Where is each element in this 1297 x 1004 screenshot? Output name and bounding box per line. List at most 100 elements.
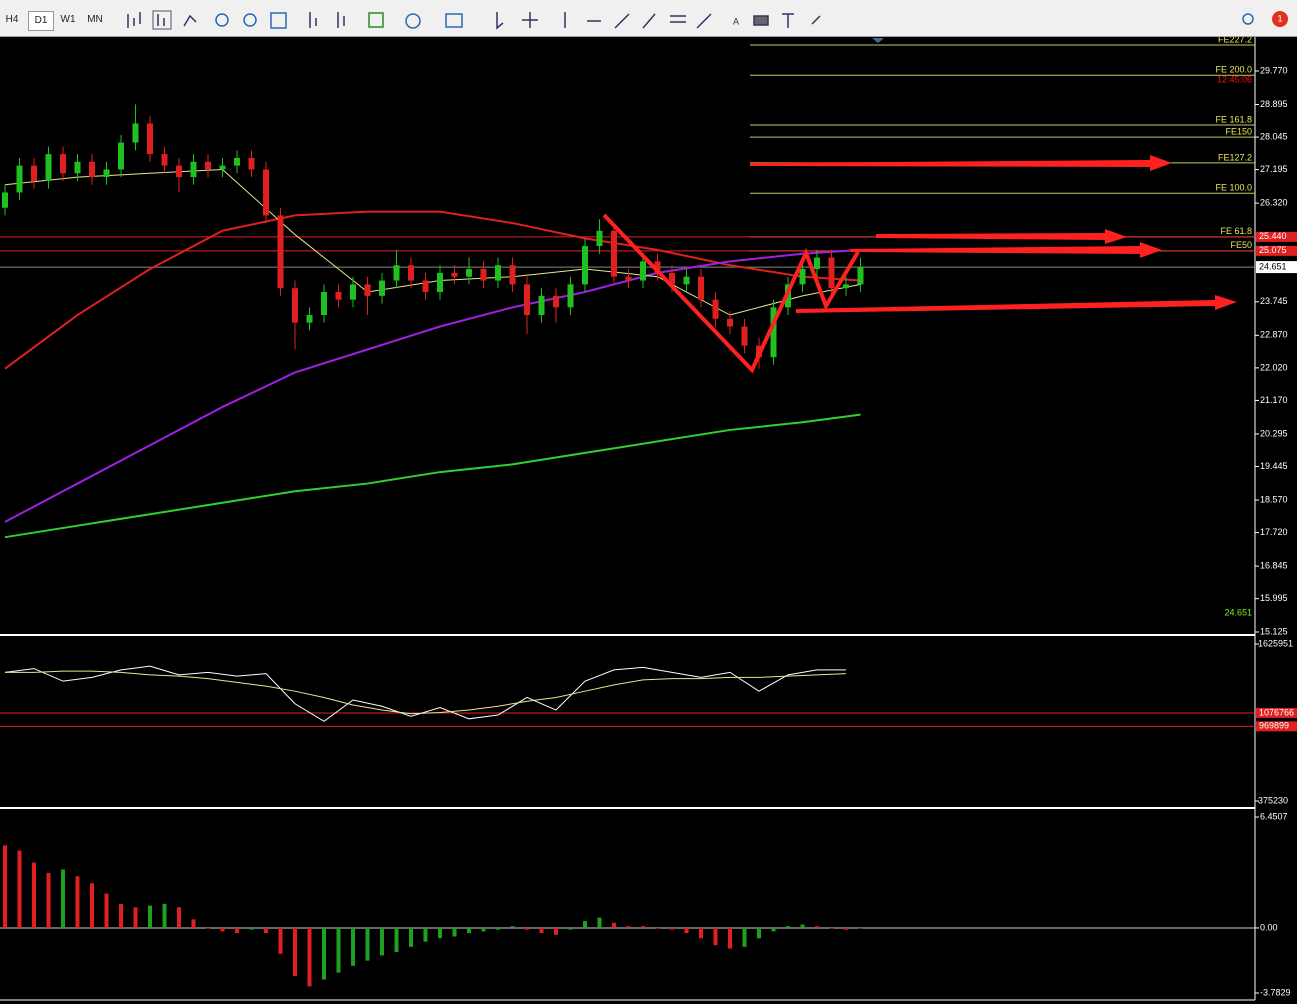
histogram-bar xyxy=(365,927,370,961)
candle-body xyxy=(89,161,95,178)
histogram-bar xyxy=(815,926,819,928)
candle-body xyxy=(118,142,124,170)
level-tag xyxy=(1256,245,1297,256)
histogram-bar xyxy=(307,927,312,987)
candle-body xyxy=(799,269,806,285)
candle-body xyxy=(335,292,342,300)
candle-body xyxy=(741,326,748,346)
clock: 12:45:06 xyxy=(1217,74,1252,84)
y-tick-label: 27.195 xyxy=(1260,164,1288,174)
histogram-bar xyxy=(32,862,36,928)
histogram-bar xyxy=(249,927,254,930)
histogram-bar xyxy=(438,927,442,939)
toolbar: H4 D1 W1 MN A 1 xyxy=(0,0,1297,37)
level-label: 1076766 xyxy=(1259,707,1294,717)
histogram-bar xyxy=(351,927,355,966)
y-tick-label: 15.995 xyxy=(1260,593,1288,603)
histogram-bar xyxy=(844,927,848,930)
candle-body xyxy=(379,280,385,296)
candle-body xyxy=(45,154,52,181)
histogram-bar xyxy=(713,927,718,946)
histogram-bar xyxy=(655,927,660,929)
moving-average xyxy=(4,248,861,523)
y-tick-label: 0.00 xyxy=(1260,922,1278,932)
timeframe-button[interactable]: D1 xyxy=(28,11,54,31)
candle-body xyxy=(509,265,516,285)
level-label: 969899 xyxy=(1259,721,1289,731)
histogram-bar xyxy=(336,927,341,973)
fib-label: FE127.2 xyxy=(1218,152,1252,162)
candle-body xyxy=(640,261,646,281)
histogram-bar xyxy=(235,927,239,934)
toolbar-icons: A 1 xyxy=(127,10,1288,30)
timeframe-button[interactable]: W1 xyxy=(60,14,76,25)
histogram-bar xyxy=(293,927,297,977)
candle-body xyxy=(393,265,400,281)
histogram-bar xyxy=(728,927,732,949)
histogram-bar xyxy=(119,903,123,928)
oscillator-line xyxy=(5,670,847,715)
oscillator-line xyxy=(4,665,846,722)
y-tick-label: 375230 xyxy=(1258,795,1288,805)
y-tick-label: 22.870 xyxy=(1260,330,1288,340)
histogram-bar xyxy=(452,927,457,937)
candle-body xyxy=(306,315,313,323)
histogram-bar xyxy=(568,927,573,930)
histogram-bar xyxy=(409,927,413,947)
candle-body xyxy=(437,272,443,293)
histogram-bar xyxy=(206,927,210,929)
histogram-bar xyxy=(380,927,384,956)
histogram-bar xyxy=(742,927,747,947)
candle-body xyxy=(161,154,168,166)
level-label: 25.075 xyxy=(1259,245,1287,255)
histogram-bar xyxy=(423,927,428,942)
histogram-bar xyxy=(481,927,486,932)
last-price: 24.651 xyxy=(1224,607,1252,617)
histogram-bar xyxy=(510,926,515,928)
candle-body xyxy=(480,269,487,281)
histogram-bar xyxy=(278,927,283,954)
candle-body xyxy=(147,123,153,155)
candle-body xyxy=(495,265,501,281)
candle-body xyxy=(234,157,240,166)
y-tick-label: 23.745 xyxy=(1260,296,1288,306)
notification-badge[interactable] xyxy=(1272,11,1288,27)
y-tick-label: 18.570 xyxy=(1260,494,1288,504)
y-tick-label: 15.125 xyxy=(1260,626,1288,636)
histogram-bar xyxy=(597,917,602,928)
svg-text:A: A xyxy=(733,16,739,26)
histogram-bar xyxy=(539,927,544,934)
candle-body xyxy=(364,284,371,296)
y-tick-label: 28.045 xyxy=(1260,131,1288,141)
timeframe-button[interactable]: MN xyxy=(87,14,103,25)
y-tick-label: 1625951 xyxy=(1258,638,1293,648)
fib-label: FE150 xyxy=(1225,126,1252,136)
histogram-bar xyxy=(626,926,631,928)
fib-label: FE 200.0 xyxy=(1215,65,1252,75)
histogram-bar xyxy=(800,924,805,928)
candle-body xyxy=(103,169,110,178)
chart-area: 29.770 28.895 28.045 27.195 26.320 23.745 22.8… xyxy=(0,37,1297,1004)
price-tag xyxy=(1256,261,1297,274)
timeframe-button[interactable]: H4 xyxy=(5,14,19,25)
fib-label: FE227.2 xyxy=(1218,37,1252,44)
candle-body xyxy=(205,161,211,170)
candle-body xyxy=(857,267,864,285)
candle-body xyxy=(263,169,269,216)
candle-body xyxy=(422,280,429,293)
level-tag xyxy=(1256,707,1297,718)
moving-average xyxy=(4,413,861,539)
histogram-bar xyxy=(394,927,399,953)
candle-body xyxy=(31,165,37,181)
histogram-bar xyxy=(162,903,167,928)
candle-body xyxy=(466,269,472,277)
histogram-bar xyxy=(525,927,529,930)
histogram-bar xyxy=(133,907,138,928)
candle-body xyxy=(669,272,675,285)
histogram-bar xyxy=(46,872,51,928)
y-tick-label: 29.770 xyxy=(1260,65,1288,75)
candle-body xyxy=(683,276,690,285)
y-tick-label: 6.4507 xyxy=(1260,811,1288,821)
y-tick-label: 21.170 xyxy=(1260,395,1288,405)
